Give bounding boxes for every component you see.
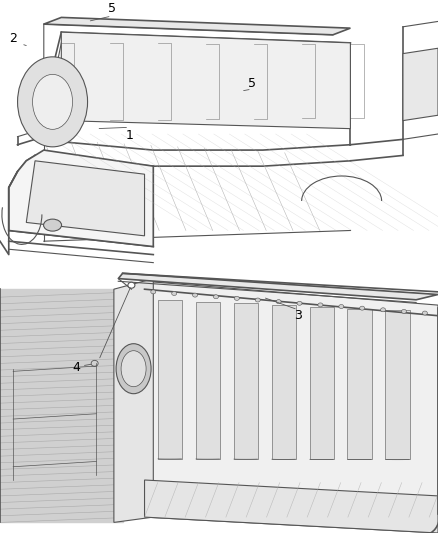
Polygon shape — [44, 18, 350, 35]
Text: 1: 1 — [125, 129, 133, 142]
Ellipse shape — [172, 292, 177, 295]
Polygon shape — [145, 281, 438, 533]
Text: 2: 2 — [9, 33, 17, 45]
Polygon shape — [118, 273, 438, 300]
Ellipse shape — [276, 300, 281, 304]
Ellipse shape — [116, 344, 151, 394]
Polygon shape — [114, 279, 153, 522]
Text: 5: 5 — [108, 2, 116, 14]
Polygon shape — [196, 302, 220, 459]
Ellipse shape — [422, 311, 427, 315]
Ellipse shape — [151, 290, 156, 294]
Ellipse shape — [360, 306, 365, 310]
Ellipse shape — [339, 304, 344, 309]
Polygon shape — [403, 49, 438, 120]
Text: 3: 3 — [294, 309, 302, 322]
Ellipse shape — [297, 301, 302, 305]
Polygon shape — [385, 310, 410, 459]
Polygon shape — [310, 307, 334, 459]
Polygon shape — [233, 303, 258, 459]
Ellipse shape — [32, 74, 73, 130]
Polygon shape — [347, 309, 371, 459]
Text: 5: 5 — [248, 77, 256, 90]
Ellipse shape — [318, 303, 323, 307]
Ellipse shape — [402, 310, 406, 313]
Ellipse shape — [213, 295, 219, 298]
Polygon shape — [0, 289, 123, 522]
Ellipse shape — [18, 57, 88, 147]
Ellipse shape — [43, 219, 62, 231]
Ellipse shape — [255, 298, 260, 302]
Bar — [0, 268, 438, 533]
Polygon shape — [26, 161, 145, 236]
Polygon shape — [145, 480, 438, 533]
Ellipse shape — [234, 296, 239, 301]
Ellipse shape — [128, 282, 135, 288]
Polygon shape — [61, 32, 350, 128]
Ellipse shape — [121, 351, 146, 387]
Polygon shape — [158, 300, 182, 459]
Polygon shape — [9, 150, 153, 247]
Polygon shape — [272, 305, 296, 459]
Ellipse shape — [381, 308, 385, 312]
Text: 4: 4 — [73, 361, 81, 374]
Ellipse shape — [193, 293, 198, 297]
